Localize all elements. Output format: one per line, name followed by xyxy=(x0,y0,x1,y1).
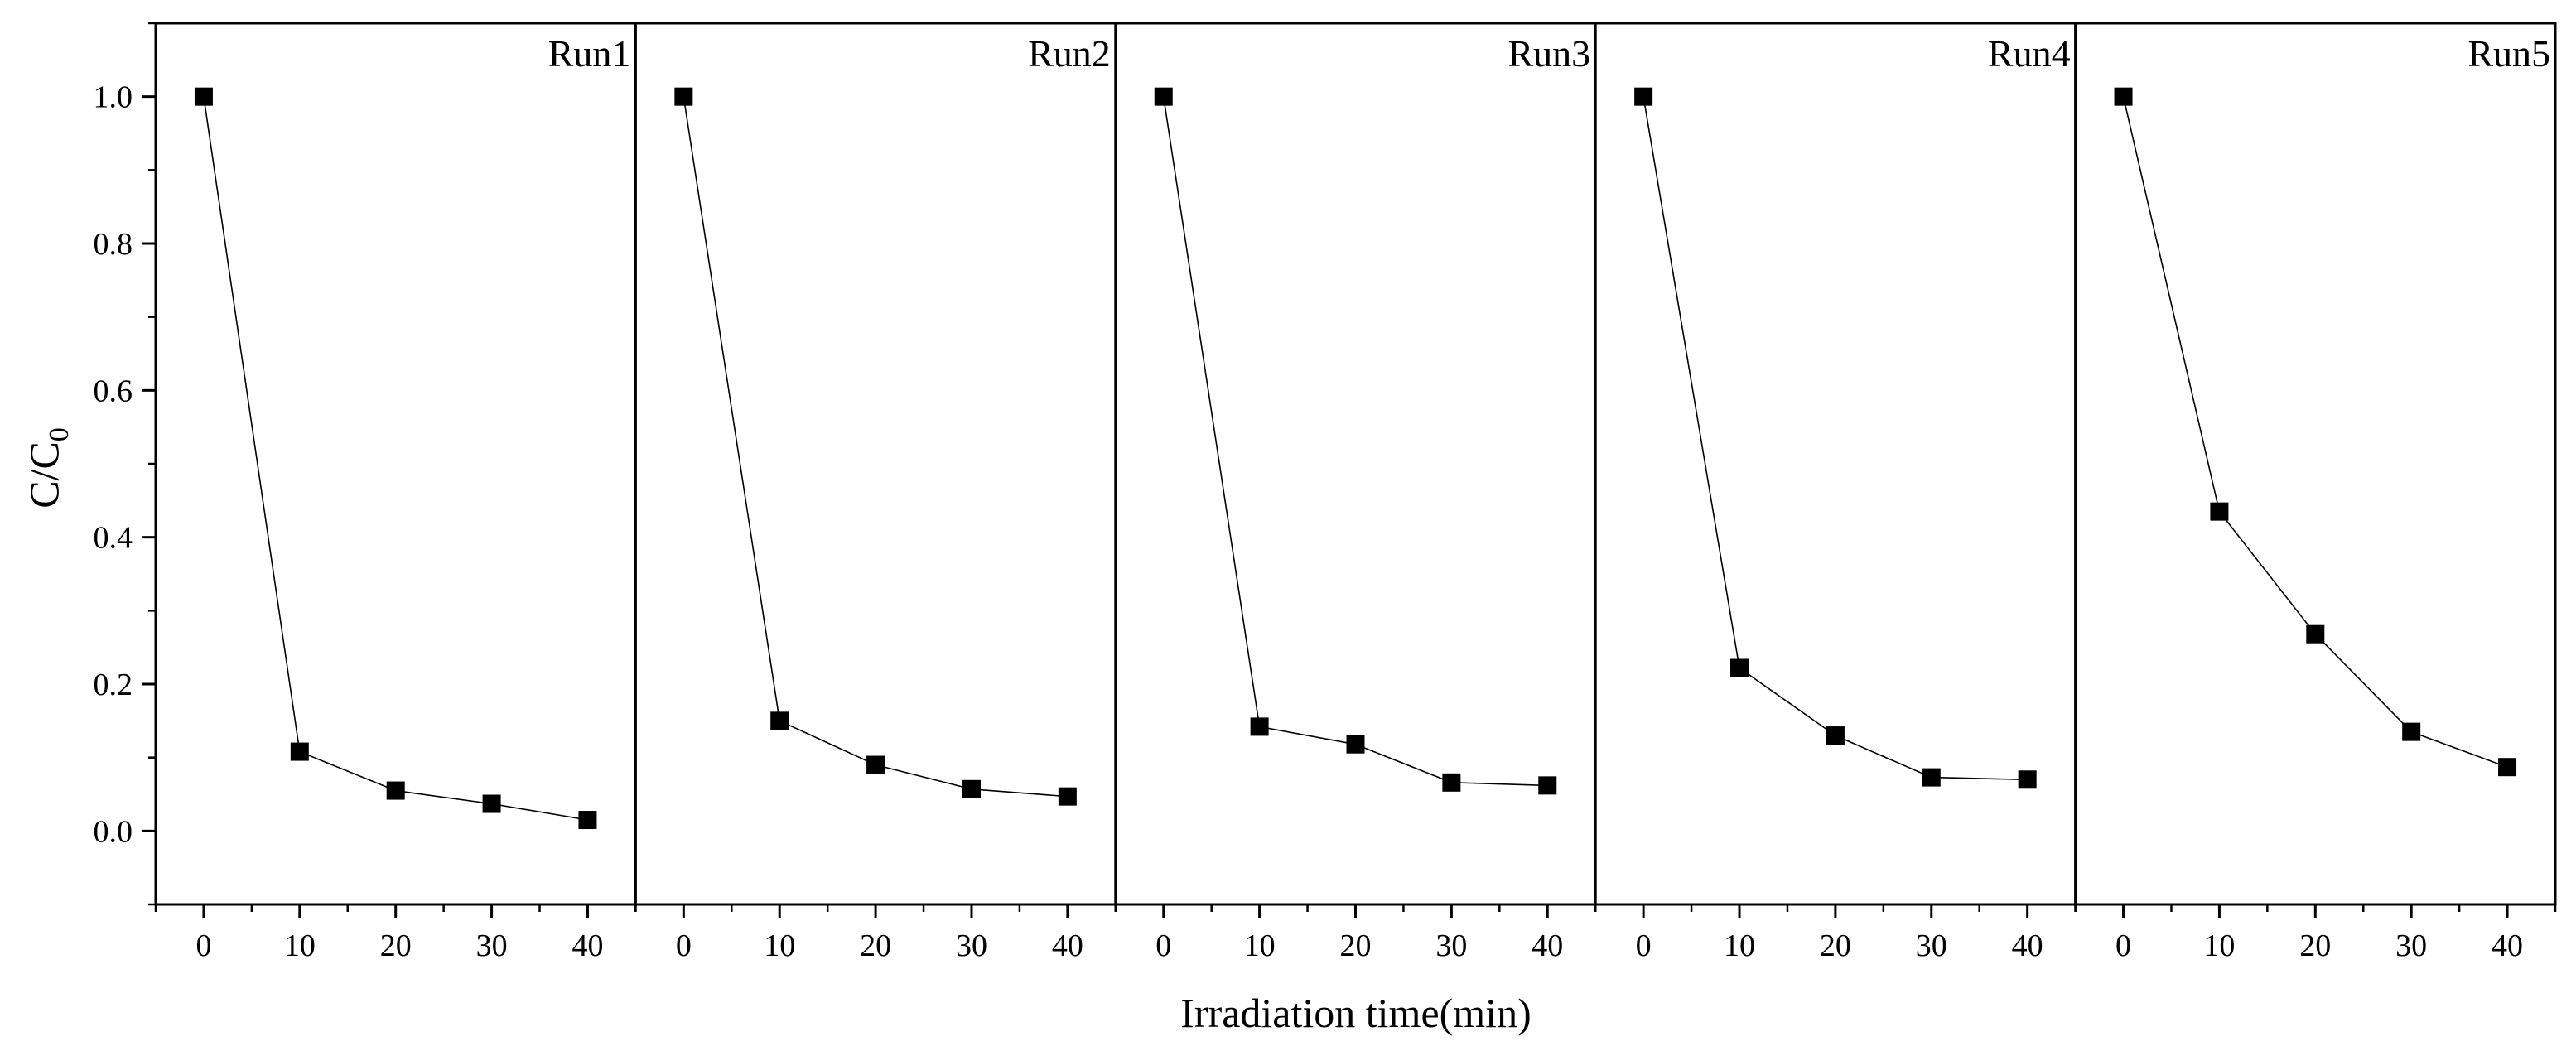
data-point xyxy=(1154,87,1173,106)
data-point xyxy=(2114,87,2133,106)
y-tick-label: 0.4 xyxy=(94,521,133,556)
panel-4: 0 10 20 30 40 Run4 xyxy=(1594,23,2077,963)
y-tick-label: 0.2 xyxy=(94,668,133,702)
y-axis-title-subscript: 0 xyxy=(44,427,75,441)
data-point xyxy=(1922,768,1941,787)
series-line xyxy=(1643,96,2028,781)
x-tick-label: 10 xyxy=(1724,928,1755,963)
x-tick-label: 0 xyxy=(195,928,211,963)
y-tick-label: 0.6 xyxy=(94,374,133,408)
data-point xyxy=(1538,776,1557,795)
data-point xyxy=(2210,502,2229,521)
data-point xyxy=(2018,770,2037,789)
x-tick-label: 40 xyxy=(1532,928,1563,963)
x-tick-label: 30 xyxy=(1916,928,1947,963)
x-tick-label: 20 xyxy=(1340,928,1372,963)
x-tick-label: 30 xyxy=(2395,928,2427,963)
data-point xyxy=(1058,787,1077,806)
y-axis-title: C/C0 xyxy=(21,427,75,509)
data-point xyxy=(962,779,981,798)
series-line xyxy=(203,96,588,821)
x-tick-label: 0 xyxy=(676,928,692,963)
panel-2: 0 10 20 30 40 Run2 xyxy=(634,23,1117,963)
data-point xyxy=(1346,735,1365,754)
data-point xyxy=(866,755,885,774)
data-point xyxy=(2402,722,2421,741)
data-point xyxy=(386,781,405,800)
data-point xyxy=(1730,658,1749,677)
x-tick-label: 0 xyxy=(1636,928,1652,963)
x-tick-label: 30 xyxy=(1435,928,1467,963)
x-tick-label: 20 xyxy=(2299,928,2331,963)
data-point xyxy=(482,794,501,813)
series-line xyxy=(683,96,1068,798)
series-line xyxy=(1162,96,1548,787)
run-label: Run4 xyxy=(1988,32,2071,75)
x-tick-label: 40 xyxy=(2492,928,2523,963)
plot-frame xyxy=(154,22,2557,906)
data-point xyxy=(578,811,597,830)
x-tick-label: 10 xyxy=(2203,928,2235,963)
y-tick-label: 0.0 xyxy=(94,814,133,849)
plot-border xyxy=(154,22,2557,906)
x-tick-label: 30 xyxy=(476,928,508,963)
x-tick-label: 40 xyxy=(572,928,603,963)
x-tick-label: 10 xyxy=(1244,928,1276,963)
data-point xyxy=(1826,726,1845,745)
y-axis-title-main: C/C xyxy=(21,441,67,509)
y-tick-label: 0.8 xyxy=(94,227,133,262)
x-axis-title: Irradiation time(min) xyxy=(1180,990,1531,1036)
data-point xyxy=(1442,773,1461,792)
panel-1: 0 10 20 30 40 Run1 xyxy=(154,32,637,963)
data-point xyxy=(290,742,309,761)
data-point xyxy=(1634,87,1653,106)
run-label: Run1 xyxy=(548,32,631,75)
data-point xyxy=(194,87,213,106)
x-tick-label: 40 xyxy=(2012,928,2043,963)
x-tick-label: 20 xyxy=(1820,928,1851,963)
data-point xyxy=(1250,717,1269,736)
x-tick-label: 30 xyxy=(956,928,987,963)
x-tick-label: 10 xyxy=(284,928,316,963)
run-label: Run5 xyxy=(2467,32,2550,75)
run-label: Run3 xyxy=(1508,32,1591,75)
data-point xyxy=(2498,758,2517,777)
panel-5: 0 10 20 30 40 Run5 xyxy=(2074,23,2557,963)
panel-3: 0 10 20 30 40 Run3 xyxy=(1114,23,1597,963)
x-tick-label: 10 xyxy=(764,928,795,963)
x-tick-label: 0 xyxy=(2115,928,2131,963)
data-point xyxy=(770,711,789,730)
y-tick-label: 1.0 xyxy=(94,80,133,115)
x-tick-label: 20 xyxy=(380,928,412,963)
data-point xyxy=(674,87,693,106)
series-line xyxy=(2122,96,2508,768)
x-tick-label: 20 xyxy=(860,928,891,963)
x-tick-label: 40 xyxy=(1052,928,1083,963)
y-axis: 0.0 0.2 0.4 0.6 0.8 1.0 xyxy=(94,22,156,906)
run-label: Run2 xyxy=(1028,32,1111,75)
data-point xyxy=(2306,624,2325,644)
x-tick-label: 0 xyxy=(1155,928,1171,963)
